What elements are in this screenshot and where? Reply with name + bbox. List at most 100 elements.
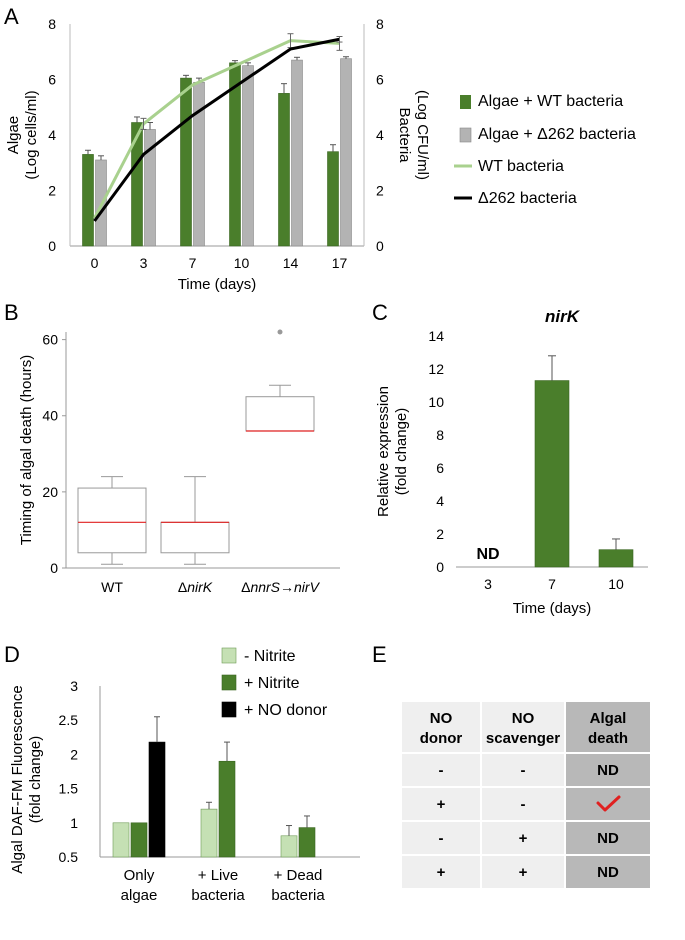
- panel-c-chart: nirK 0 2 4 6 8 10 12 14 Relative expression (fold …: [375, 307, 648, 617]
- a-ytick-left: 4: [48, 127, 56, 143]
- c-ytick: 8: [436, 427, 444, 443]
- e-cell: [482, 822, 564, 854]
- a-ylabel-right-2: (Log CFU/ml): [414, 90, 431, 180]
- e-cell: [566, 788, 650, 820]
- c-xtick: 7: [548, 576, 556, 592]
- a-bar-d262: [291, 59, 303, 247]
- b-xtick: ΔnnrS→nirV: [241, 579, 320, 595]
- panel-label-d: D: [4, 642, 20, 667]
- e-cell-value: ND: [597, 762, 619, 779]
- a-ytick-right: 6: [376, 72, 384, 88]
- c-xtick: 10: [608, 576, 624, 592]
- b-ylabel: Timing of algal death (hours): [18, 355, 35, 545]
- d-bar-no-donor: [148, 741, 166, 858]
- a-legend-label: Algae + WT bacteria: [478, 93, 623, 110]
- a-legend-label: WT bacteria: [478, 158, 564, 175]
- e-cell: [566, 856, 650, 888]
- b-xtick-prefix: Δ: [178, 579, 187, 595]
- a-xtick: 14: [283, 255, 299, 271]
- c-title: nirK: [545, 307, 581, 326]
- a-ytick-right: 0: [376, 238, 384, 254]
- a-ylabel-left-2: (Log cells/ml): [23, 90, 40, 179]
- panel-label-e: E: [372, 642, 387, 667]
- d-ytick: 0.5: [59, 849, 79, 865]
- b-xtick-name: WT: [101, 579, 123, 595]
- b-box: [245, 396, 315, 432]
- a-bar-d262: [340, 58, 352, 247]
- e-header-line2: scavenger: [486, 730, 560, 747]
- e-header-cell: [482, 702, 564, 752]
- e-cell: [482, 856, 564, 888]
- e-check-icon: [596, 795, 621, 812]
- e-cell: [402, 788, 480, 820]
- e-cell-value: -: [521, 762, 526, 779]
- c-ylabel-2: (fold change): [393, 408, 410, 496]
- c-ylabel-1: Relative expression: [375, 386, 392, 517]
- a-ytick-right: 4: [376, 127, 384, 143]
- d-bar-no-nitrite: [280, 835, 298, 858]
- a-ytick-left: 2: [48, 183, 56, 199]
- a-xlabel: Time (days): [178, 276, 257, 293]
- e-cell: [566, 754, 650, 786]
- e-cell-value: +: [519, 864, 528, 881]
- e-cell: [402, 856, 480, 888]
- a-ytick-left: 8: [48, 16, 56, 32]
- d-ytick: 2: [70, 746, 78, 762]
- a-line-wt: [93, 39, 340, 219]
- a-legend-label: Algae + Δ262 bacteria: [478, 126, 636, 143]
- c-xlabel: Time (days): [513, 600, 592, 617]
- d-bar-no-nitrite: [112, 822, 130, 858]
- e-header-line1: NO: [430, 710, 453, 727]
- d-legend-label: + NO donor: [244, 702, 328, 719]
- a-xtick: 3: [140, 255, 148, 271]
- e-header-line1: NO: [512, 710, 535, 727]
- e-cell-value: +: [437, 864, 446, 881]
- e-cell-value: +: [519, 830, 528, 847]
- panel-label-b: B: [4, 300, 19, 325]
- d-xtick-2: bacteria: [191, 887, 245, 904]
- a-ylabel-left-1: Algae: [5, 116, 22, 154]
- b-xtick: WT: [101, 579, 123, 595]
- b-outlier: [277, 329, 283, 335]
- c-bar: [598, 549, 634, 568]
- a-legend-label: Δ262 bacteria: [478, 190, 577, 207]
- e-header-line1: Algal: [590, 710, 627, 727]
- d-ytick: 1.5: [59, 781, 79, 797]
- b-ytick: 40: [42, 408, 58, 424]
- b-xtick-name: nirK: [187, 579, 213, 595]
- d-xtick-1: + Dead: [274, 867, 323, 884]
- a-ytick-right: 2: [376, 183, 384, 199]
- e-header-cell: [402, 702, 480, 752]
- d-bar-nitrite: [218, 760, 236, 858]
- d-bar-nitrite: [298, 827, 316, 858]
- d-legend-swatch: [221, 701, 237, 718]
- b-ytick: 60: [42, 332, 58, 348]
- e-cell-value: ND: [597, 830, 619, 847]
- d-xtick-1: + Live: [198, 867, 238, 884]
- d-legend-label: - Nitrite: [244, 648, 296, 665]
- e-cell-value: -: [439, 762, 444, 779]
- e-header-line2: death: [588, 730, 628, 747]
- b-xtick-prefix: Δ: [241, 579, 250, 595]
- a-bar-wt: [82, 154, 94, 247]
- b-xtick-name: nnrS→nirV: [250, 579, 320, 595]
- e-cell-value: ND: [597, 864, 619, 881]
- a-bar-wt: [327, 151, 339, 247]
- panel-b-chart: 0 20 40 60 Timing of algal death (hours) WT Δn…: [18, 329, 340, 595]
- d-ylabel-1: Algal DAF-FM Fluorescence: [9, 685, 26, 873]
- d-xtick-2: bacteria: [271, 887, 325, 904]
- e-cell: [566, 822, 650, 854]
- e-cell: [402, 754, 480, 786]
- c-ytick: 12: [428, 361, 444, 377]
- b-box: [160, 521, 230, 554]
- d-legend-swatch: [221, 674, 237, 691]
- a-ytick-left: 0: [48, 238, 56, 254]
- a-legend-swatch-d262: [459, 127, 472, 143]
- panel-label-c: C: [372, 300, 388, 325]
- b-xtick: ΔnirK: [178, 579, 213, 595]
- panel-e-table: NO donor NO scavenger Algal death - - ND + - - + ND + +…: [402, 702, 650, 888]
- a-xtick: 0: [91, 255, 99, 271]
- c-xtick: 3: [484, 576, 492, 592]
- d-bar-no-nitrite: [200, 808, 218, 858]
